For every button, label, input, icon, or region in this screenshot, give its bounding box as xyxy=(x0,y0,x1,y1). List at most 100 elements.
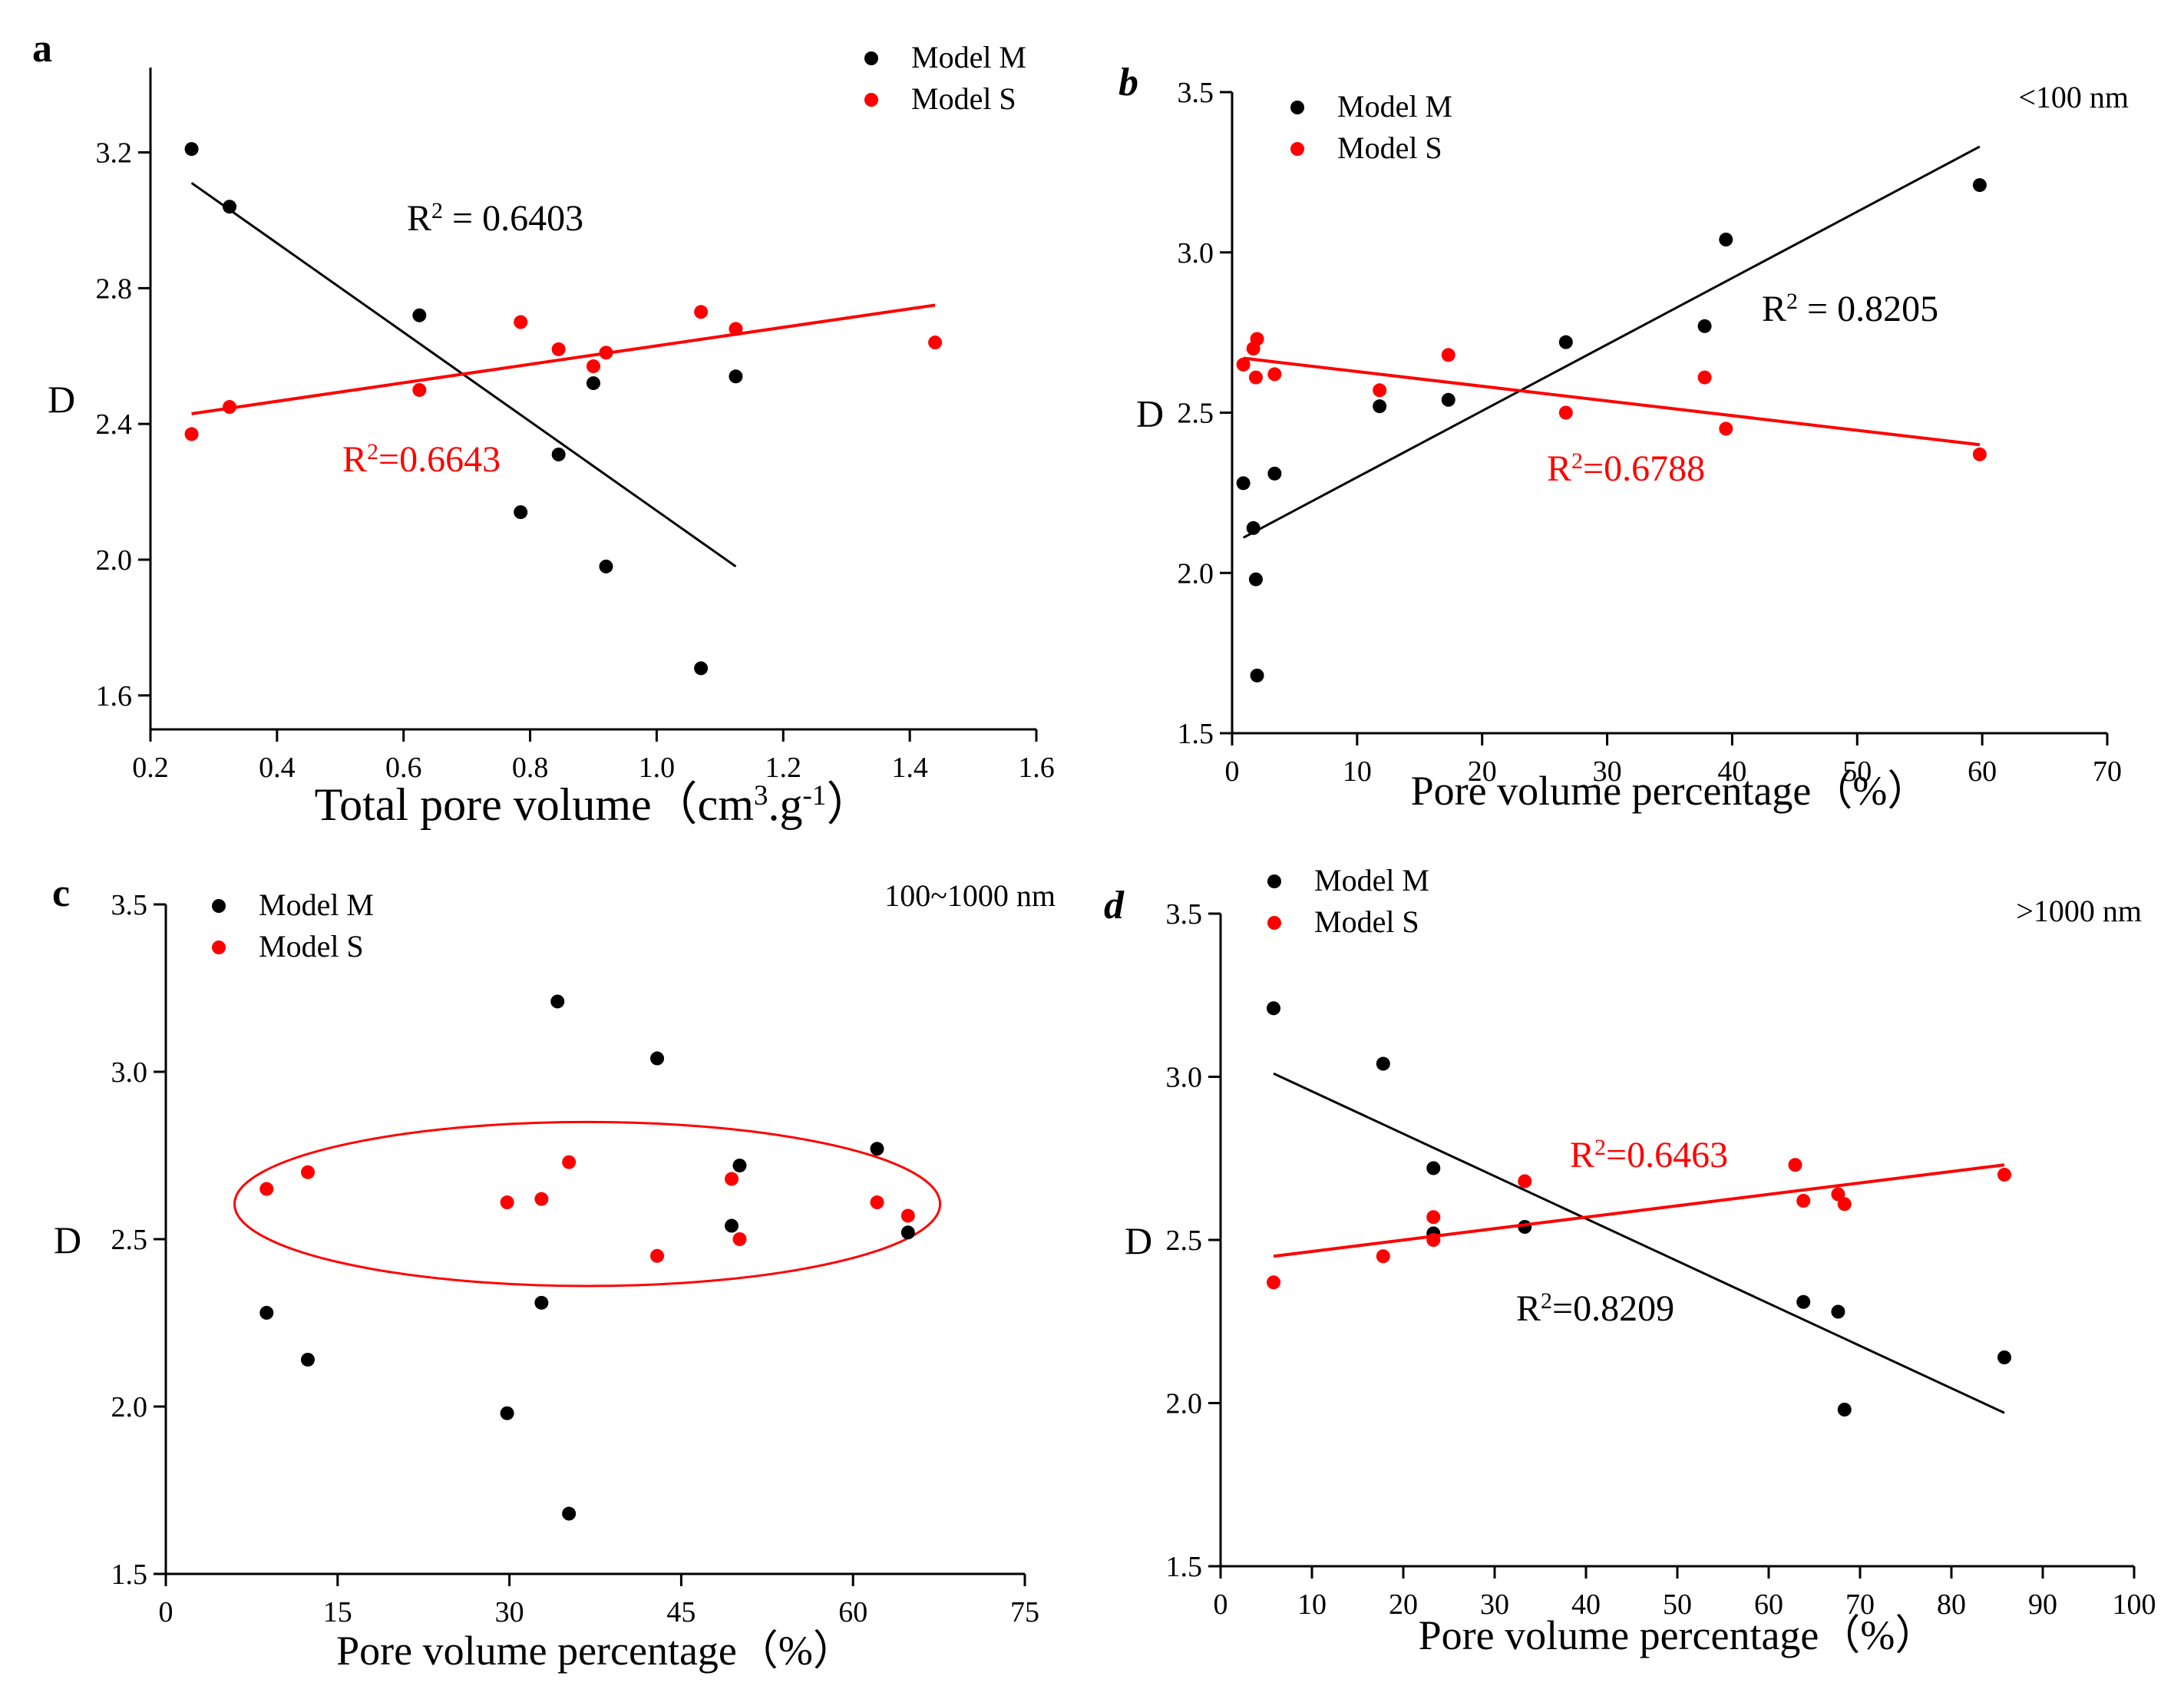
data-point-model-m xyxy=(551,447,566,461)
chart-panel-a: 0.2 0.4 0.6 0.8 1.0 1.2 1.4 1.6 1.6 2.0 2.4 2.8 3.2 a… xyxy=(32,27,1055,830)
y-tick-label: 3.5 xyxy=(1166,898,1203,931)
fit-line-model-s xyxy=(1273,1163,2005,1258)
data-point-model-m xyxy=(1837,1403,1852,1417)
data-point-model-m xyxy=(1697,319,1712,333)
data-point-model-s xyxy=(870,1195,884,1210)
x-tick-label: 0.4 xyxy=(259,752,296,784)
y-tick-label: 2.5 xyxy=(1166,1225,1203,1257)
fit-line-model-m xyxy=(1242,145,1981,539)
data-point-model-s xyxy=(599,345,613,360)
y-tick-label: 2.0 xyxy=(111,1391,148,1423)
data-point-model-s xyxy=(259,1182,274,1196)
data-point-model-m xyxy=(259,1305,274,1320)
y-tick-label: 3.2 xyxy=(96,137,133,170)
x-tick-label: 1.4 xyxy=(891,752,928,784)
data-point-model-m xyxy=(412,308,427,322)
data-point-model-s xyxy=(729,322,743,336)
data-point-model-s xyxy=(1248,370,1263,385)
legend-entry: Model S xyxy=(911,81,1016,116)
x-axis-label: Pore volume percentage（%） xyxy=(1411,768,1929,814)
data-point-model-s xyxy=(1373,383,1387,398)
data-point-model-s xyxy=(412,382,427,397)
data-point-model-s xyxy=(551,342,566,356)
data-point-model-m xyxy=(1267,466,1282,481)
x-tick-label: 100 xyxy=(2113,1588,2156,1621)
data-point-model-s xyxy=(1518,1174,1532,1188)
data-point-model-m xyxy=(725,1218,739,1233)
data-point-model-m xyxy=(500,1406,514,1420)
x-tick-label: 80 xyxy=(1937,1588,1966,1621)
data-point-model-m xyxy=(1972,178,1987,193)
fit-line-model-m xyxy=(1273,1072,2005,1414)
pore-range-note: <100 nm xyxy=(2018,80,2129,114)
panel-label: b xyxy=(1118,61,1138,104)
x-tick-label: 60 xyxy=(1754,1588,1783,1621)
data-point-model-s xyxy=(1997,1168,2012,1182)
data-point-model-m xyxy=(1426,1161,1441,1175)
data-point-model-m xyxy=(550,994,565,1009)
data-point-model-s xyxy=(1558,405,1573,420)
legend-entry: Model M xyxy=(259,888,374,922)
x-tick-label: 70 xyxy=(2093,755,2122,788)
data-point-model-m xyxy=(1719,233,1733,247)
y-tick-label: 1.5 xyxy=(1166,1551,1203,1583)
fit-line-model-s xyxy=(1243,356,1981,447)
x-tick-label: 50 xyxy=(1663,1588,1692,1621)
data-point-model-m xyxy=(514,505,528,520)
r-squared-label-model-s: R2=0.6463 xyxy=(1570,1135,1728,1176)
x-tick-label: 10 xyxy=(1343,755,1372,788)
panel-label: c xyxy=(52,871,70,915)
y-tick-label: 3.0 xyxy=(1166,1062,1203,1094)
legend-marker xyxy=(1267,874,1281,888)
data-point-model-m xyxy=(1248,572,1263,587)
x-tick-label: 0 xyxy=(1214,1588,1228,1621)
legend-marker xyxy=(1267,916,1281,930)
data-point-model-s xyxy=(1719,422,1733,436)
x-tick-label: 1.2 xyxy=(765,752,802,784)
y-tick-label: 2.0 xyxy=(96,544,133,577)
legend-entry: Model M xyxy=(1314,863,1429,898)
x-tick-label: 60 xyxy=(1968,755,1997,788)
y-axis-label: D xyxy=(1125,1219,1152,1262)
data-point-model-m xyxy=(1250,668,1264,683)
chart-panel-b: 0 10 20 30 40 50 60 70 1.5 2.0 2.5 3.0 3.5 b <100 nm Po… xyxy=(1118,61,2129,814)
y-tick-label: 2.4 xyxy=(96,408,133,441)
y-tick-label: 2.0 xyxy=(1178,557,1214,590)
data-point-model-s xyxy=(184,427,199,441)
chart-panel-c: 0 15 30 45 60 75 1.5 2.0 2.5 3.0 3.5 c 100~1000 nm Po… xyxy=(52,871,1056,1674)
data-point-model-s xyxy=(1796,1194,1811,1208)
x-tick-label: 0 xyxy=(159,1596,173,1628)
data-point-model-m xyxy=(1267,1001,1281,1016)
x-tick-label: 0 xyxy=(1225,755,1240,788)
x-tick-label: 40 xyxy=(1571,1588,1601,1621)
data-point-model-s xyxy=(1972,447,1987,461)
y-axis-label: D xyxy=(48,378,75,421)
data-point-model-s xyxy=(301,1165,316,1179)
y-tick-label: 1.5 xyxy=(111,1559,148,1591)
data-point-model-m xyxy=(184,142,199,157)
legend-entry: Model S xyxy=(1337,131,1442,165)
r-squared-label-model-m: R2 = 0.8205 xyxy=(1762,289,1938,330)
y-axis-label: D xyxy=(1136,392,1164,435)
x-tick-label: 20 xyxy=(1468,755,1497,788)
data-point-model-s xyxy=(586,359,600,374)
data-point-model-m xyxy=(599,559,613,574)
x-axis-label: Pore volume percentage（%） xyxy=(1419,1612,1937,1658)
r-squared-label-model-m: R2=0.8209 xyxy=(1516,1288,1674,1330)
data-point-model-m xyxy=(900,1225,915,1240)
data-point-model-s xyxy=(1837,1197,1852,1212)
y-tick-label: 3.0 xyxy=(1178,237,1214,269)
data-point-model-s xyxy=(1426,1210,1441,1225)
data-point-model-m xyxy=(694,661,709,676)
data-point-model-s xyxy=(223,400,237,415)
legend-marker xyxy=(212,899,226,913)
data-point-model-m xyxy=(1373,399,1387,414)
data-point-model-m xyxy=(223,200,237,214)
legend-entry: Model M xyxy=(911,40,1026,74)
y-tick-label: 2.0 xyxy=(1166,1388,1203,1420)
fit-line-model-s xyxy=(191,303,936,415)
data-point-model-m xyxy=(1796,1294,1811,1309)
x-tick-label: 1.6 xyxy=(1018,752,1055,784)
